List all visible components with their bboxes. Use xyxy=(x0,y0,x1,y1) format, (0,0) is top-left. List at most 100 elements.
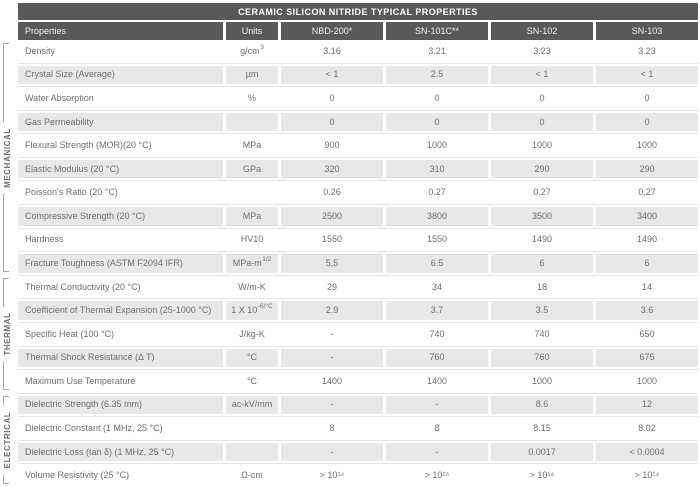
material-value: 1000 xyxy=(636,140,658,151)
material-value: 650 xyxy=(639,328,655,339)
material-value: 8 xyxy=(329,423,335,434)
units-value xyxy=(226,112,278,132)
units-value xyxy=(226,183,278,202)
table-row: Coefficient of Thermal Expansion (25-100… xyxy=(18,299,698,323)
material-value: 29 xyxy=(326,281,337,292)
material-value: 12 xyxy=(596,395,698,415)
group-label: MECHANICAL xyxy=(1,121,15,194)
material-value: 1490 xyxy=(636,234,658,245)
units-value xyxy=(226,419,278,438)
property-name: Crystal Size (Average) xyxy=(18,65,223,85)
units-base: °C xyxy=(246,375,258,386)
table-row: Dielectric Strength (6.35 mm) ac-kV/mm - -8… xyxy=(18,394,698,418)
material-value: 310 xyxy=(386,159,488,179)
units-value: MPa xyxy=(226,207,278,226)
table-row: Poisson's Ratio (20 °C) 0.26 0.27 0.27 0.27 xyxy=(18,181,698,206)
table-row: Maximum Use Temperature °C 1400 1400 1000 100… xyxy=(18,370,698,394)
units-value: GPa xyxy=(226,159,278,179)
units-value: MPa-m 1/2 xyxy=(226,254,278,273)
material-value: - xyxy=(281,442,383,462)
units-value: HV10 xyxy=(226,231,278,250)
material-value: - xyxy=(386,442,488,462)
table-row: Density g/cm 3 3.16 3.21 3.23 3.23 xyxy=(18,40,698,64)
group-bracket-electrical: ELECTRICAL xyxy=(0,393,18,487)
units-value: ac-kV/mm xyxy=(226,395,278,415)
property-name: Flexural Strength (MOR)(20 °C) xyxy=(25,140,152,151)
units-base: J/kg-K xyxy=(239,328,265,339)
material-value: 5.5 xyxy=(281,254,383,273)
material-value: 8 xyxy=(434,423,440,434)
material-value: 900 xyxy=(324,140,340,151)
units-value: µm xyxy=(226,65,278,85)
material-value: 6.5 xyxy=(386,254,488,273)
column-header-units: Units xyxy=(226,22,278,40)
property-name: Thermal Conductivity (20 °C) xyxy=(25,281,141,292)
units-value: % xyxy=(226,89,278,108)
material-value: 0 xyxy=(491,112,593,132)
group-bracket-thermal: THERMAL xyxy=(0,275,18,393)
material-value: - xyxy=(281,395,383,415)
material-value: 34 xyxy=(431,281,442,292)
property-name: Coefficient of Thermal Expansion (25-100… xyxy=(18,301,223,320)
material-value: 6 xyxy=(596,254,698,273)
table-row: Hardness HV10 1550 1550 1490 1490 xyxy=(18,229,698,253)
units-base: % xyxy=(247,92,256,103)
units-value: 1 X 10 -6/°C xyxy=(226,301,278,320)
material-value: 760 xyxy=(491,348,593,368)
material-value: 2500 xyxy=(281,207,383,226)
units-value: °C xyxy=(226,348,278,368)
material-value: 0 xyxy=(644,92,650,103)
material-value: 3.23 xyxy=(533,45,551,56)
table-body: Density g/cm 3 3.16 3.21 3.23 3.23 Crystal Size… xyxy=(18,40,698,487)
group-label: ELECTRICAL xyxy=(1,405,15,475)
material-value: 3400 xyxy=(596,207,698,226)
units-value: MPa xyxy=(226,136,278,155)
property-name: Compressive Strength (20 °C) xyxy=(18,207,223,226)
material-value: 1490 xyxy=(531,234,553,245)
material-value: > 10¹⁴ xyxy=(424,470,450,481)
material-value: 8.6 xyxy=(491,395,593,415)
table-row: Thermal Conductivity (20 °C) W/m-K 29 34 18 1… xyxy=(18,276,698,300)
material-value: 290 xyxy=(491,159,593,179)
units-value: J/kg-K xyxy=(226,325,278,344)
property-name: Volume Resistivity (25 °C) xyxy=(25,470,130,481)
material-value: > 10¹⁴ xyxy=(634,470,660,481)
property-name: Density xyxy=(25,45,56,56)
material-value: 8.15 xyxy=(533,423,551,434)
table-row: Dielectric Constant (1 MHz, 25 °C) 8 8 8.15… xyxy=(18,417,698,441)
material-value: 1000 xyxy=(636,375,658,386)
units-value xyxy=(226,442,278,462)
material-value: < 0.0004 xyxy=(596,442,698,462)
material-value: 18 xyxy=(536,281,547,292)
material-value: - xyxy=(386,395,488,415)
material-value: 0 xyxy=(539,92,545,103)
property-name: Poisson's Ratio (20 °C) xyxy=(25,187,118,198)
material-value: 0 xyxy=(386,112,488,132)
material-value: > 10¹⁴ xyxy=(529,470,555,481)
table-row: Fracture Toughness (ASTM F2094 IFR) MPa-m… xyxy=(18,252,698,276)
column-header-sn-101c: SN-101C** xyxy=(386,22,488,40)
material-value: 1400 xyxy=(321,375,343,386)
table-title: CERAMIC SILICON NITRIDE TYPICAL PROPERTI… xyxy=(18,3,698,20)
material-value: 0.27 xyxy=(533,187,551,198)
material-value: 675 xyxy=(596,348,698,368)
property-name: Dielectric Constant (1 MHz, 25 °C) xyxy=(25,423,163,434)
material-value: 0.27 xyxy=(428,187,446,198)
property-group-gutter: MECHANICAL THERMAL ELECTRICAL xyxy=(0,40,18,487)
units-base: µm xyxy=(245,69,259,80)
properties-table: CERAMIC SILICON NITRIDE TYPICAL PROPERTI… xyxy=(18,3,698,487)
material-value: 1400 xyxy=(426,375,448,386)
units-value: Ω-cm xyxy=(226,466,278,485)
material-value: 1000 xyxy=(531,375,553,386)
units-value: °C xyxy=(226,372,278,391)
table-row: Thermal Shock Resistance (Δ T) °C -760 760 6… xyxy=(18,347,698,371)
material-value: 3.23 xyxy=(638,45,656,56)
material-value: 0 xyxy=(434,92,440,103)
material-value: > 10¹⁴ xyxy=(319,470,345,481)
units-base: 1 X 10 xyxy=(231,305,258,316)
group-label: THERMAL xyxy=(1,306,15,362)
material-value: 14 xyxy=(641,281,652,292)
material-value: 0.26 xyxy=(323,187,341,198)
material-value: 320 xyxy=(281,159,383,179)
